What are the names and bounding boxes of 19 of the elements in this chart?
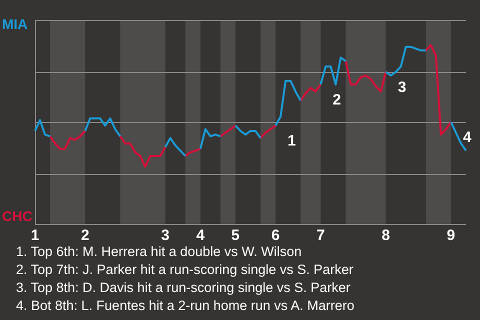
x-tick-label: 6 — [271, 227, 280, 244]
text: 3. Top 8th: D. Davis hit a run-scoring single vs S. Parker — [16, 279, 352, 297]
x-tick-label: 9 — [446, 227, 456, 244]
annotation: 4 — [462, 129, 472, 146]
x-tick-label: 1 — [30, 227, 40, 244]
x-tick-label: 7 — [316, 227, 325, 244]
text: CHC — [2, 208, 32, 224]
annotation: 2 — [332, 92, 342, 109]
text: 4. Bot 8th: L. Fuentes hit a 2-run home run vs A. Marrero — [16, 297, 354, 315]
x-tick-label: 3 — [161, 227, 170, 244]
x-tick-label: 8 — [382, 227, 390, 244]
x-tick-label: 2 — [80, 227, 90, 244]
annotation: 3 — [398, 79, 406, 96]
x-tick-label: 5 — [231, 227, 240, 244]
text: MIA — [2, 16, 28, 32]
text: 2. Top 7th: J. Parker hit a run-scoring single vs S. Parker — [16, 261, 354, 279]
annotation: 1 — [288, 132, 296, 150]
text: 1. Top 6th: M. Herrera hit a double vs W. Wilson — [16, 243, 303, 261]
x-tick-label: 4 — [196, 227, 206, 244]
